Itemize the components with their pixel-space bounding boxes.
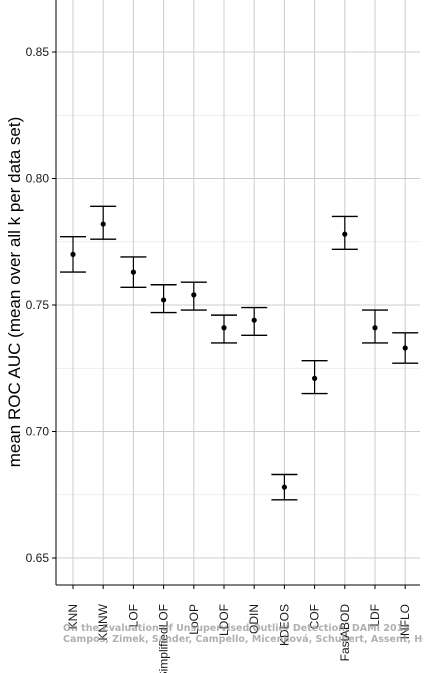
x-tick-label: INFLO (398, 604, 412, 639)
x-ticks: KNN KNNW LOF SimplifiedLOF LoOP LDOF ODIN KDEOS… (66, 585, 412, 673)
y-tick-label: 0.65 (26, 551, 50, 565)
watermark-line-2: Campos, Zimek, Sander, Campello, Micenko… (63, 634, 423, 645)
x-tick-label: FastABOD (338, 604, 352, 662)
x-tick-label: KNNW (96, 603, 110, 640)
mean-point (312, 375, 318, 381)
mean-point (372, 325, 378, 331)
mean-point (342, 231, 348, 237)
plot-background (56, 0, 420, 585)
mean-point (281, 484, 287, 490)
x-tick-label: LOF (126, 604, 140, 627)
mean-point (221, 325, 227, 331)
error-bars (60, 205, 419, 501)
mean-point (191, 292, 197, 298)
x-tick-label: KDEOS (277, 604, 291, 646)
y-axis-title: mean ROC AUC (mean over all k per data s… (5, 117, 24, 468)
y-tick-label: 0.75 (26, 298, 50, 312)
mean-point (70, 251, 76, 257)
y-tick-label: 0.80 (26, 172, 50, 186)
x-tick-label: LDOF (217, 604, 231, 636)
watermark-line-1: On the Evaluation of Unsupervised Outlie… (63, 623, 410, 634)
x-tick-label: SimplifiedLOF (157, 604, 171, 673)
mean-point (402, 345, 408, 351)
x-tick-label: KNN (66, 604, 80, 629)
x-tick-label: COF (308, 604, 322, 629)
mean-point (130, 269, 136, 275)
mean-point (251, 317, 257, 323)
mean-point (100, 221, 106, 227)
y-tick-label: 0.70 (26, 425, 50, 439)
x-tick-label: ODIN (247, 604, 261, 634)
axes (55, 0, 420, 586)
x-tick-label: LDF (368, 604, 382, 627)
y-ticks: 0.65 0.70 0.75 0.80 0.85 (26, 45, 56, 565)
y-tick-label: 0.85 (26, 45, 50, 59)
mean-point (161, 297, 167, 303)
x-tick-label: LoOP (187, 604, 201, 635)
